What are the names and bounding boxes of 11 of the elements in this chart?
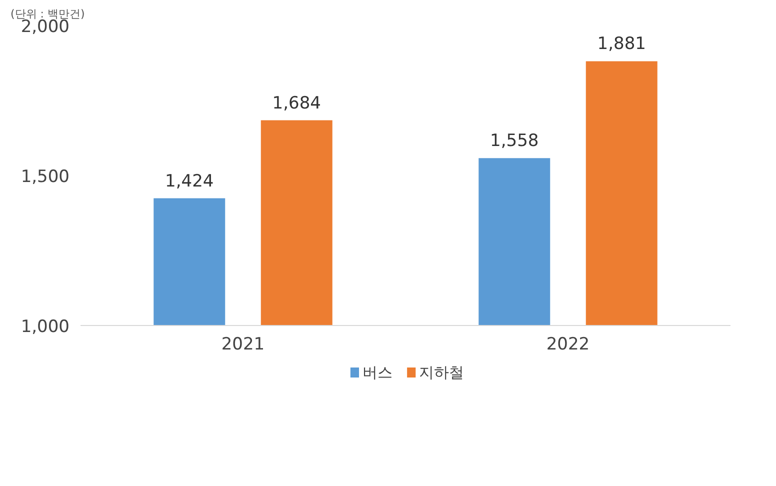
legend-label: 버스 — [362, 364, 392, 382]
text: (단위 : 백만건) — [10, 8, 85, 20]
legend-label: 지하철 — [419, 364, 464, 382]
data-label: 1,881 — [597, 34, 646, 54]
data-label: 1,558 — [490, 131, 539, 152]
data-label: 1,684 — [272, 93, 321, 114]
y-tick-label: 1,500 — [20, 167, 70, 187]
data-label: 1,424 — [165, 171, 214, 192]
y-tick-label: 1,000 — [20, 317, 70, 337]
x-tick-label: 2022 — [546, 334, 590, 354]
x-tick-label: 2021 — [221, 334, 265, 354]
